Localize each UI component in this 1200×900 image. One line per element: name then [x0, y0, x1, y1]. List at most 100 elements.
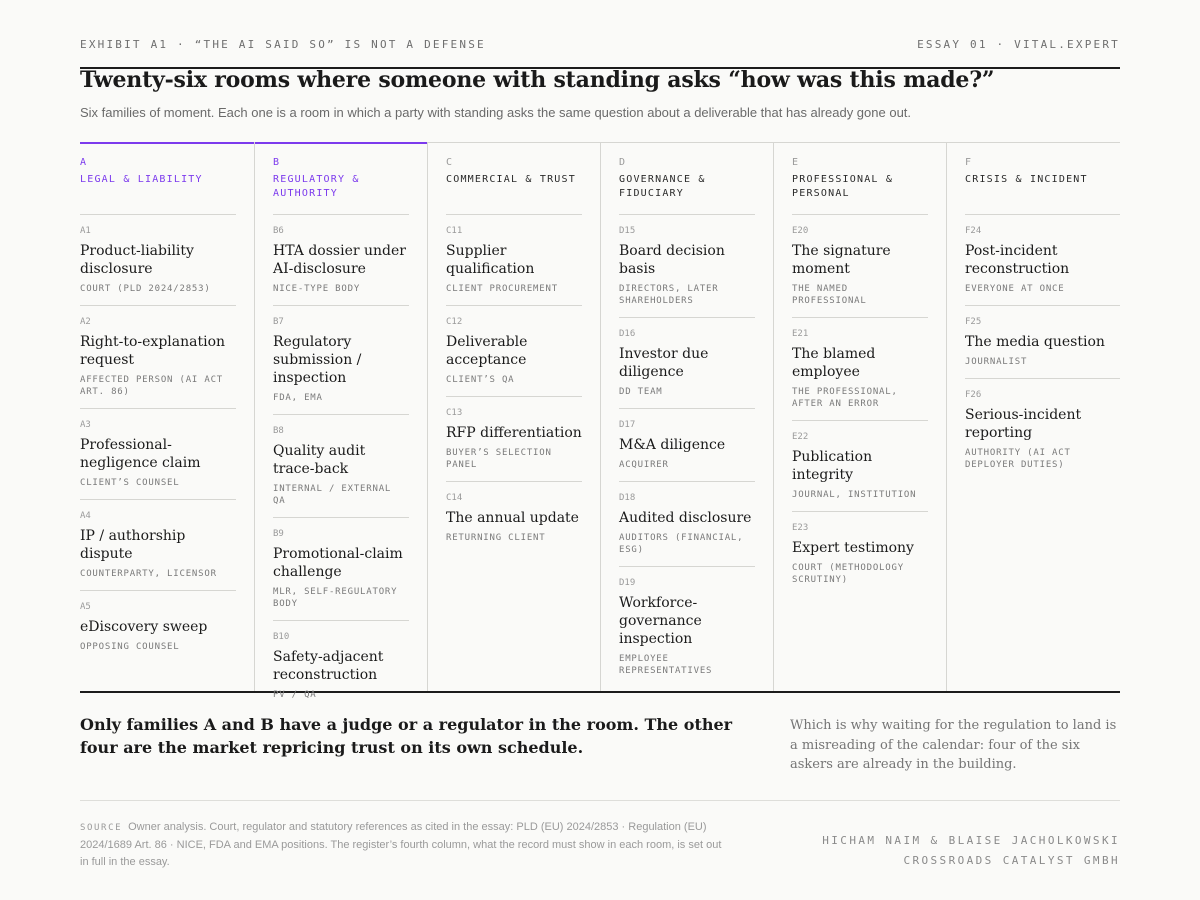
- family-letter: A: [80, 157, 87, 168]
- family-column-inner: C COMMERCIAL & TRUST C11 Supplier qualifica…: [428, 143, 600, 554]
- room-code: D15: [619, 226, 636, 236]
- room-code: E22: [792, 432, 809, 442]
- family-name: REGULATORY & AUTHORITY: [273, 173, 409, 215]
- room-title: Right-to-explanation request: [80, 334, 226, 368]
- room-code: A4: [80, 511, 91, 521]
- room-asker: MLR, SELF-REGULATORY BODY: [273, 587, 398, 609]
- room-asker: AFFECTED PERSON (AI ACT ART. 86): [80, 375, 224, 397]
- room-code: D17: [619, 420, 636, 430]
- room-item: A1 Product-liability disclosure COURT (PLD…: [80, 215, 236, 306]
- aside-note: Which is why waiting for the regulation …: [790, 718, 1117, 772]
- room-title: Professional-negligence claim: [80, 437, 201, 471]
- room-code: C11: [446, 226, 463, 236]
- family-name: LEGAL & LIABILITY: [80, 173, 236, 215]
- room-code: B7: [273, 317, 284, 327]
- room-item: B8 Quality audit trace-back INTERNAL / EXT…: [273, 415, 409, 518]
- room-item: A5 eDiscovery sweep OPPOSING COUNSEL: [80, 591, 236, 663]
- room-item: D17 M&A diligence ACQUIRER: [619, 409, 755, 482]
- family-column-inner: E PROFESSIONAL & PERSONAL E20 The signature…: [774, 143, 946, 596]
- room-title: Regulatory submission / inspection: [273, 334, 362, 386]
- room-item: B6 HTA dossier under AI-disclosure NICE-TY…: [273, 215, 409, 306]
- room-title: HTA dossier under AI-disclosure: [273, 243, 406, 277]
- room-asker: CLIENT’S COUNSEL: [80, 478, 180, 488]
- room-title: The media question: [965, 334, 1105, 350]
- family-column-a: A LEGAL & LIABILITY A1 Product-liability di…: [80, 142, 254, 691]
- room-code: E20: [792, 226, 809, 236]
- room-item: F24 Post-incident reconstruction EVERYONE …: [965, 215, 1120, 306]
- room-asker: ACQUIRER: [619, 460, 669, 470]
- room-title: Workforce-governance inspection: [619, 595, 702, 647]
- room-title: The signature moment: [792, 243, 891, 277]
- room-item: C12 Deliverable acceptance CLIENT’S QA: [446, 306, 582, 397]
- room-item: E23 Expert testimony COURT (METHODOLOGY SC…: [792, 512, 928, 596]
- family-name: GOVERNANCE & FIDUCIARY: [619, 173, 755, 215]
- family-name: COMMERCIAL & TRUST: [446, 173, 582, 215]
- family-name: CRISIS & INCIDENT: [965, 173, 1120, 215]
- family-letter: D: [619, 157, 626, 168]
- room-item: A2 Right-to-explanation request AFFECTED P…: [80, 306, 236, 409]
- family-column-f: F CRISIS & INCIDENT F24 Post-incident recon…: [946, 143, 1120, 691]
- room-asker: EVERYONE AT ONCE: [965, 284, 1065, 294]
- room-title: Supplier qualification: [446, 243, 535, 277]
- room-item: F26 Serious-incident reporting AUTHORITY (…: [965, 379, 1120, 481]
- room-item: D18 Audited disclosure AUDITORS (FINANCIAL…: [619, 482, 755, 567]
- room-item: C14 The annual update RETURNING CLIENT: [446, 482, 582, 554]
- room-asker: CLIENT’S QA: [446, 375, 515, 385]
- family-letter: E: [792, 157, 799, 168]
- family-column-b: B REGULATORY & AUTHORITY B6 HTA dossier und…: [254, 142, 427, 700]
- room-code: F25: [965, 317, 982, 327]
- footer-divider: [80, 800, 1120, 801]
- family-letter: B: [273, 157, 280, 168]
- room-asker: THE PROFESSIONAL, AFTER AN ERROR: [792, 387, 898, 409]
- room-title: Serious-incident reporting: [965, 407, 1082, 441]
- room-asker: AUTHORITY (AI ACT DEPLOYER DUTIES): [965, 448, 1071, 470]
- room-asker: INTERNAL / EXTERNAL QA: [273, 484, 392, 506]
- room-item: B7 Regulatory submission / inspection FDA,…: [273, 306, 409, 415]
- family-letter: C: [446, 157, 453, 168]
- source-note: SOURCE Owner analysis. Court, regulator a…: [80, 819, 730, 871]
- room-code: A3: [80, 420, 91, 430]
- room-item: B10 Safety-adjacent reconstruction PV / QA: [273, 621, 409, 711]
- exhibit-label: EXHIBIT A1 · “THE AI SAID SO” IS NOT A D…: [80, 38, 486, 51]
- room-code: C12: [446, 317, 463, 327]
- room-code: D19: [619, 578, 636, 588]
- room-item: D15 Board decision basis DIRECTORS, LATER …: [619, 215, 755, 318]
- room-asker: COURT (PLD 2024/2853): [80, 284, 211, 294]
- room-item: A3 Professional-negligence claim CLIENT’S …: [80, 409, 236, 500]
- authors: HICHAM NAIM & BLAISE JACHOLKOWSKI: [822, 834, 1120, 847]
- page-title: Twenty-six rooms where someone with stan…: [80, 67, 995, 93]
- room-asker: AUDITORS (FINANCIAL, ESG): [619, 533, 744, 555]
- family-column-inner: D GOVERNANCE & FIDUCIARY D15 Board decision…: [601, 143, 773, 687]
- room-asker: OPPOSING COUNSEL: [80, 642, 180, 652]
- room-item: F25 The media question JOURNALIST: [965, 306, 1120, 379]
- families-grid: A LEGAL & LIABILITY A1 Product-liability di…: [80, 142, 1120, 700]
- room-code: D18: [619, 493, 636, 503]
- room-asker: DIRECTORS, LATER SHAREHOLDERS: [619, 284, 719, 306]
- room-title: The blamed employee: [792, 346, 876, 380]
- family-column-inner: A LEGAL & LIABILITY A1 Product-liability di…: [80, 143, 254, 663]
- room-item: A4 IP / authorship dispute COUNTERPARTY, L…: [80, 500, 236, 591]
- room-asker: THE NAMED PROFESSIONAL: [792, 284, 867, 306]
- room-asker: PV / QA: [273, 690, 317, 700]
- room-title: Quality audit trace-back: [273, 443, 366, 477]
- page-subtitle: Six families of moment. Each one is a ro…: [80, 105, 912, 120]
- room-item: E22 Publication integrity JOURNAL, INSTITU…: [792, 421, 928, 512]
- family-column-inner: B REGULATORY & AUTHORITY B6 HTA dossier und…: [255, 143, 427, 711]
- room-asker: FDA, EMA: [273, 393, 323, 403]
- room-item: D19 Workforce-governance inspection EMPLOY…: [619, 567, 755, 687]
- room-title: The annual update: [446, 510, 579, 526]
- family-column-e: E PROFESSIONAL & PERSONAL E20 The signature…: [773, 143, 946, 691]
- room-asker: CLIENT PROCUREMENT: [446, 284, 558, 294]
- room-title: Board decision basis: [619, 243, 725, 277]
- room-title: Investor due diligence: [619, 346, 709, 380]
- room-code: B6: [273, 226, 284, 236]
- room-title: Deliverable acceptance: [446, 334, 528, 368]
- essay-label: ESSAY 01 · VITAL.EXPERT: [917, 38, 1120, 51]
- company: CROSSROADS CATALYST GMBH: [903, 854, 1120, 867]
- room-asker: EMPLOYEE REPRESENTATIVES: [619, 654, 713, 676]
- room-code: A2: [80, 317, 91, 327]
- room-code: D16: [619, 329, 636, 339]
- room-title: eDiscovery sweep: [80, 619, 208, 635]
- source-label: SOURCE: [80, 823, 123, 833]
